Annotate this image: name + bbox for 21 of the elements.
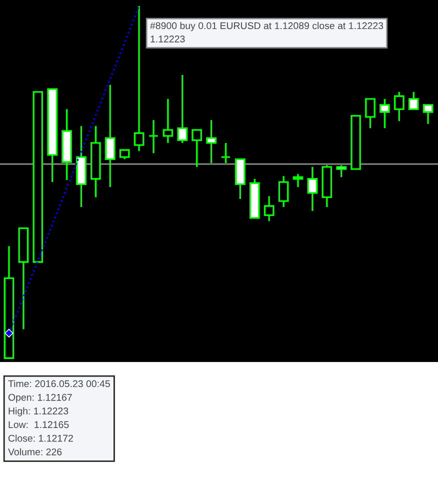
annotation: #8900 buy 0.01 EURUSD at 1.12089 close at 1.12223 1.12223 xyxy=(150,22,384,42)
candlestick xyxy=(394,91,404,122)
candlestick xyxy=(422,104,434,125)
candlestick xyxy=(119,149,130,160)
candlestick xyxy=(264,195,274,222)
candlestick xyxy=(220,142,231,164)
candlestick xyxy=(134,5,144,152)
candlestick xyxy=(278,175,289,208)
candlestick xyxy=(380,98,390,130)
text: Time: 2016.05.23 00:45 Open: 1.12167 High: 1.12223 Low: 1.12165 Close: 1.12172 Volume: 226 xyxy=(8,380,110,456)
candlestick xyxy=(192,129,202,168)
candlestick xyxy=(336,164,346,178)
candlestick xyxy=(148,119,159,154)
candlestick xyxy=(206,119,216,164)
candlestick xyxy=(104,84,116,188)
candlestick xyxy=(365,98,376,130)
candlestick xyxy=(162,98,174,144)
candlestick xyxy=(408,91,419,110)
candlestick xyxy=(292,173,304,188)
candlestick xyxy=(177,74,188,144)
candlestick xyxy=(307,166,318,212)
